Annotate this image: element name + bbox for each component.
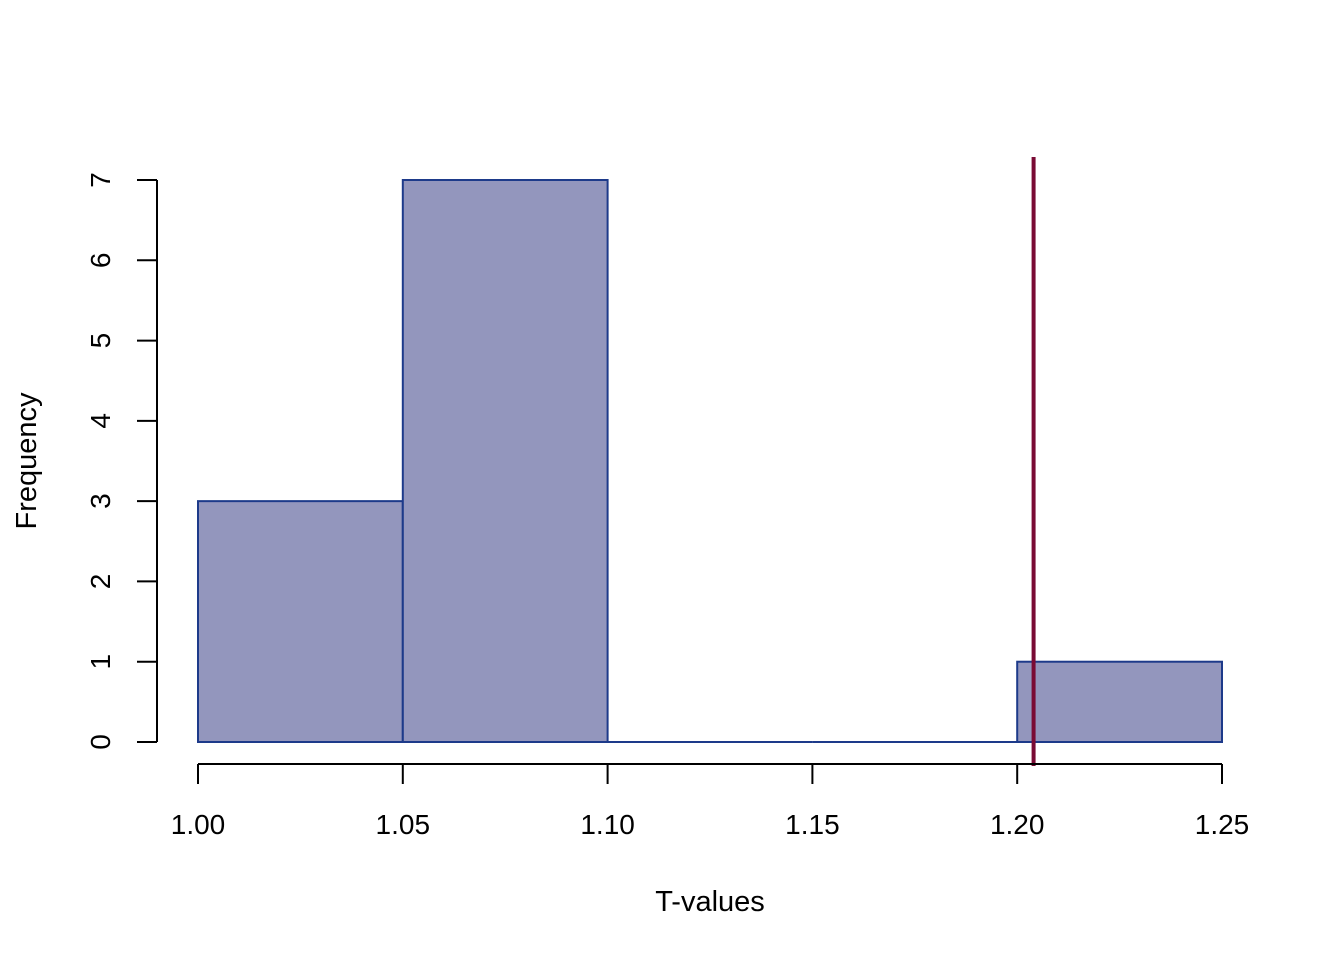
y-tick-label-2: 2 [85,574,116,590]
x-tick-label-5: 1.25 [1195,809,1250,840]
x-tick-label-1: 1.05 [376,809,431,840]
x-tick-label-3: 1.15 [785,809,840,840]
y-axis: 0 1 2 3 4 5 6 7 [85,172,158,750]
x-tick-label-2: 1.10 [580,809,635,840]
x-axis: 1.00 1.05 1.10 1.15 1.20 1.25 [171,763,1250,840]
histogram-bar-1 [401,179,609,743]
y-tick-label-5: 5 [85,333,116,349]
y-tick-label-6: 6 [85,252,116,268]
x-tick-label-0: 1.00 [171,809,226,840]
y-tick-label-0: 0 [85,734,116,750]
y-tick-label-7: 7 [85,172,116,188]
y-tick-label-1: 1 [85,654,116,670]
histogram-bar-0 [197,500,404,743]
y-axis-label: Frequency [11,392,43,530]
y-tick-label-3: 3 [85,493,116,509]
bars-group [197,179,1224,744]
x-axis-label: T-values [655,886,765,918]
y-tick-label-4: 4 [85,413,116,429]
x-tick-label-4: 1.20 [990,809,1045,840]
histogram-bar-4 [1016,660,1224,744]
